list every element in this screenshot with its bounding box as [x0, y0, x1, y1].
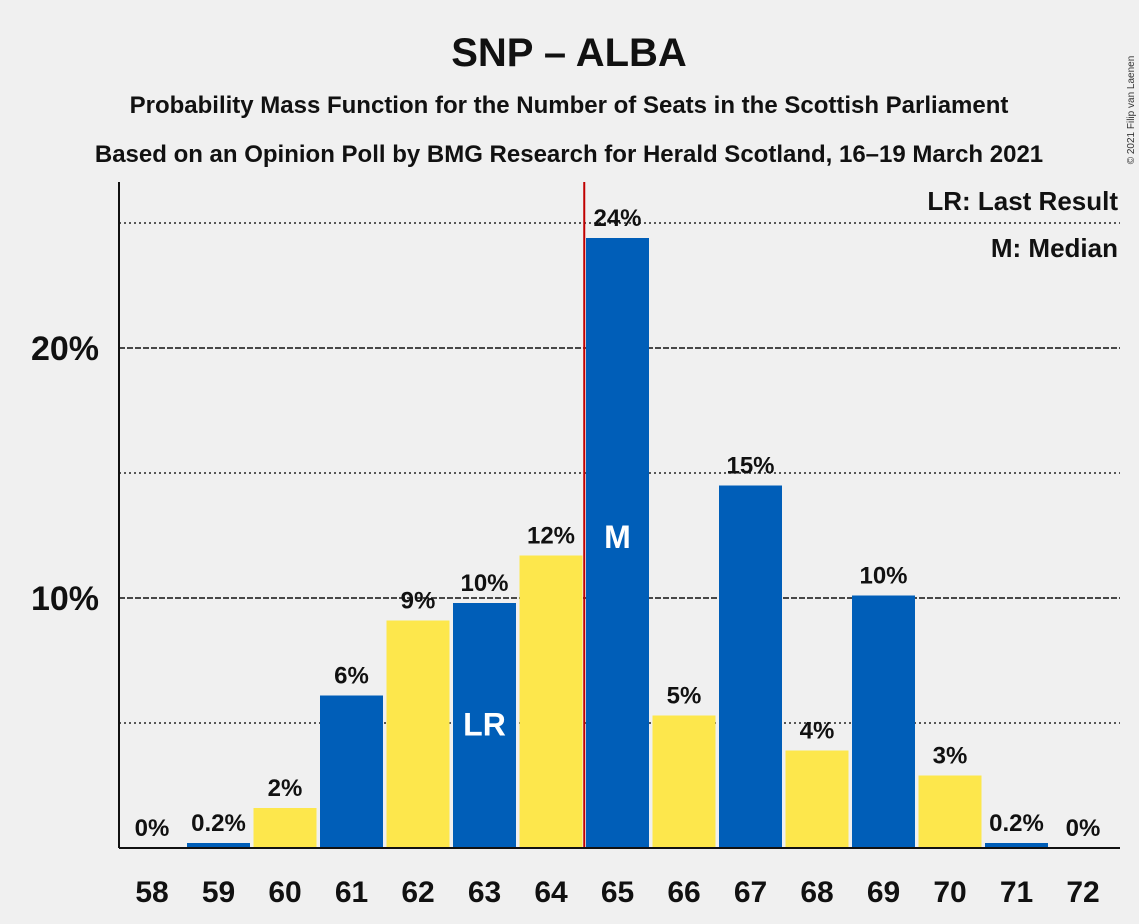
x-tick-label: 70	[933, 876, 966, 909]
legend-median: M: Median	[991, 233, 1118, 263]
data-label-70: 3%	[933, 743, 968, 770]
bar-71	[985, 843, 1048, 848]
data-label-64: 12%	[527, 523, 575, 550]
x-tick-label: 72	[1066, 876, 1099, 909]
median-marker: M	[604, 519, 631, 555]
x-tick-label: 63	[468, 876, 501, 909]
x-tick-label: 69	[867, 876, 900, 909]
data-label-68: 4%	[800, 718, 835, 745]
x-tick-label: 58	[135, 876, 168, 909]
x-tick-label: 64	[534, 876, 568, 909]
x-tick-label: 66	[667, 876, 700, 909]
bar-63	[453, 603, 516, 848]
data-label-59: 0.2%	[191, 810, 246, 837]
x-tick-label: 65	[601, 876, 634, 909]
data-label-62: 9%	[401, 588, 436, 615]
y-axis-labels: 10% 20%	[31, 330, 99, 618]
y-tick-label: 10%	[31, 580, 99, 618]
bar-60	[253, 808, 317, 848]
data-label-60: 2%	[268, 775, 303, 802]
data-label-58: 0%	[135, 815, 170, 842]
legend-last-result: LR: Last Result	[927, 186, 1118, 216]
bar-70	[918, 775, 982, 848]
x-tick-label: 71	[1000, 876, 1033, 909]
data-label-61: 6%	[334, 663, 369, 690]
bar-68	[785, 750, 849, 848]
bar-69	[852, 595, 915, 848]
x-tick-label: 68	[800, 876, 833, 909]
bar-61	[320, 695, 383, 848]
data-label-67: 15%	[726, 453, 774, 480]
data-label-63: 10%	[460, 570, 508, 597]
x-tick-label: 59	[202, 876, 235, 909]
x-tick-label: 61	[335, 876, 368, 909]
bar-67	[719, 485, 782, 848]
axes	[118, 182, 1120, 849]
y-tick-label: 20%	[31, 330, 99, 368]
copyright-notice: © 2021 Filip van Laenen	[1126, 56, 1137, 165]
data-label-72: 0%	[1066, 815, 1101, 842]
bar-62	[386, 620, 450, 848]
last-result-marker: LR	[463, 707, 506, 743]
data-label-66: 5%	[667, 683, 702, 710]
chart-subtitle-1: Probability Mass Function for the Number…	[130, 92, 1009, 119]
x-axis-labels: 58 59 60 61 62 63 64 65 66 67 68 69 70 71 72	[135, 876, 1099, 909]
bar-66	[652, 715, 716, 848]
x-tick-label: 67	[734, 876, 767, 909]
bars: 0% 0.2% 2% 6% 9% 10% LR 12% 24% M 5% 15% 4% 10% 3% 0.2%…	[135, 182, 1101, 848]
x-tick-label: 60	[268, 876, 301, 909]
data-label-69: 10%	[859, 563, 907, 590]
data-label-71: 0.2%	[989, 810, 1044, 837]
bar-65	[586, 238, 649, 848]
bar-64	[519, 555, 583, 848]
chart-subtitle-2: Based on an Opinion Poll by BMG Research…	[95, 141, 1043, 168]
x-tick-label: 62	[401, 876, 434, 909]
data-label-65: 24%	[593, 205, 641, 232]
bar-59	[187, 843, 250, 848]
chart-title: SNP – ALBA	[451, 31, 687, 75]
